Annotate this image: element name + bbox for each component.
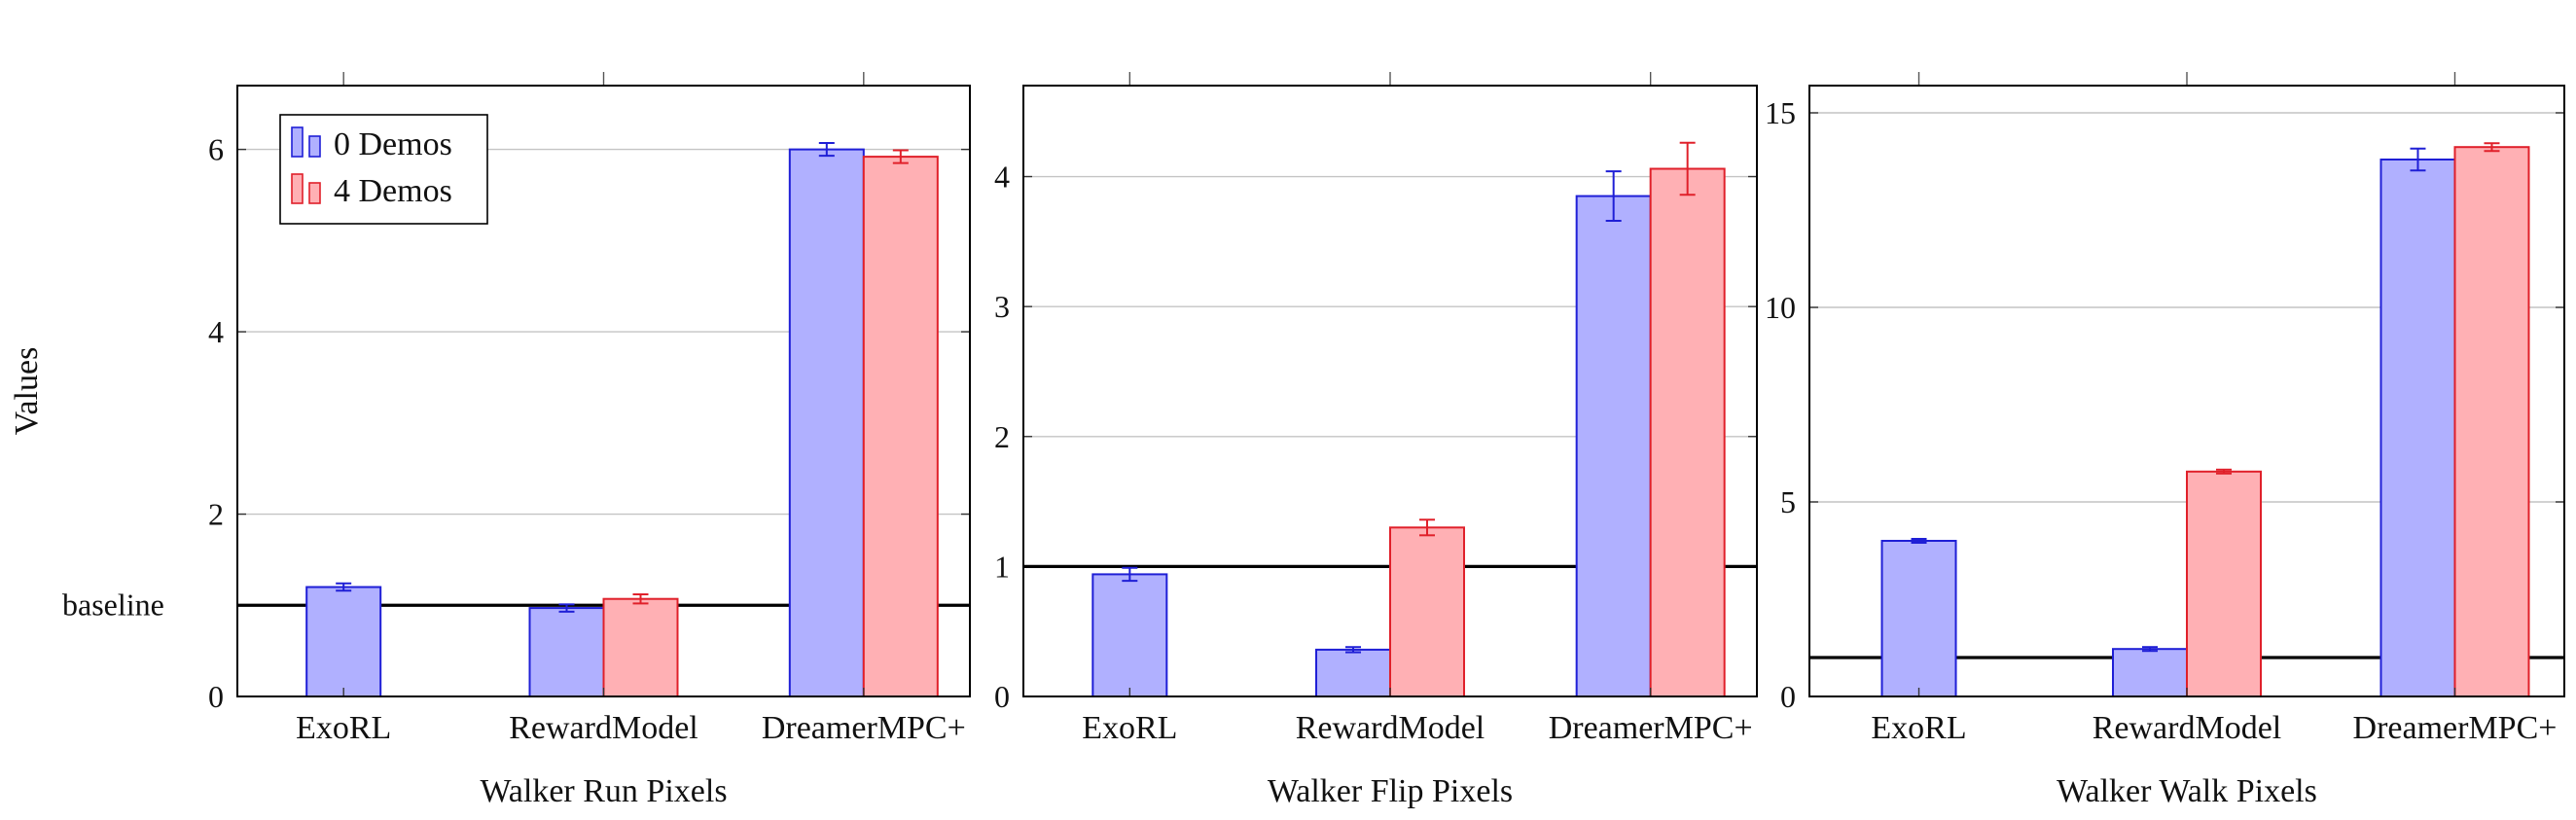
x-tick-label: RewardModel xyxy=(2093,710,2282,746)
x-tick-label: DreamerMPC+ xyxy=(1549,710,1753,746)
y-tick-label: 4 xyxy=(208,314,224,349)
y-tick-label: 5 xyxy=(1780,484,1796,519)
y-tick-label: 15 xyxy=(1765,95,1796,130)
bar xyxy=(1389,526,1465,697)
legend-swatch xyxy=(291,173,304,204)
y-tick-label: 2 xyxy=(994,419,1010,454)
axes-frame xyxy=(236,85,971,697)
bar xyxy=(1575,195,1652,697)
bar xyxy=(1315,648,1391,698)
legend-label: 0 Demos xyxy=(334,126,452,162)
bar xyxy=(602,597,679,697)
x-tick-label: ExoRL xyxy=(1082,710,1177,746)
bar xyxy=(2186,470,2262,697)
legend-label: 4 Demos xyxy=(334,173,452,209)
y-tick-label: 4 xyxy=(994,160,1010,195)
y-tick-label: 6 xyxy=(208,132,224,167)
x-axis-label: Walker Flip Pixels xyxy=(1268,773,1513,809)
bar xyxy=(2112,648,2188,698)
y-tick-label: 3 xyxy=(994,289,1010,324)
bar xyxy=(788,148,865,697)
y-tick-label: 0 xyxy=(1780,679,1796,714)
axes-frame xyxy=(1022,85,1758,697)
bar xyxy=(2453,146,2530,697)
bar xyxy=(1880,540,1957,697)
y-tick-label: 0 xyxy=(208,679,224,714)
x-tick-label: RewardModel xyxy=(509,710,698,746)
bar xyxy=(2379,159,2456,697)
axes-frame xyxy=(1808,85,2565,697)
x-tick-label: DreamerMPC+ xyxy=(762,710,966,746)
x-axis-label: Walker Walk Pixels xyxy=(2057,773,2317,809)
bar xyxy=(528,607,605,698)
bar xyxy=(305,586,382,698)
x-tick-label: ExoRL xyxy=(1871,710,1966,746)
y-tick-label: 0 xyxy=(994,679,1010,714)
y-tick-label: 1 xyxy=(994,549,1010,584)
legend-swatch xyxy=(308,135,321,158)
x-axis-label: Walker Run Pixels xyxy=(480,773,727,809)
x-tick-label: DreamerMPC+ xyxy=(2353,710,2558,746)
bar xyxy=(1091,573,1168,698)
legend-swatch xyxy=(308,182,321,204)
bar xyxy=(862,156,939,697)
legend-swatch xyxy=(291,126,304,158)
x-tick-label: ExoRL xyxy=(296,710,391,746)
y-axis-label: Values xyxy=(9,347,45,436)
baseline-label: baseline xyxy=(62,587,164,622)
y-tick-label: 10 xyxy=(1765,290,1796,325)
y-tick-label: 2 xyxy=(208,497,224,532)
legend-box xyxy=(279,114,488,225)
x-tick-label: RewardModel xyxy=(1296,710,1485,746)
bar xyxy=(1649,167,1726,697)
